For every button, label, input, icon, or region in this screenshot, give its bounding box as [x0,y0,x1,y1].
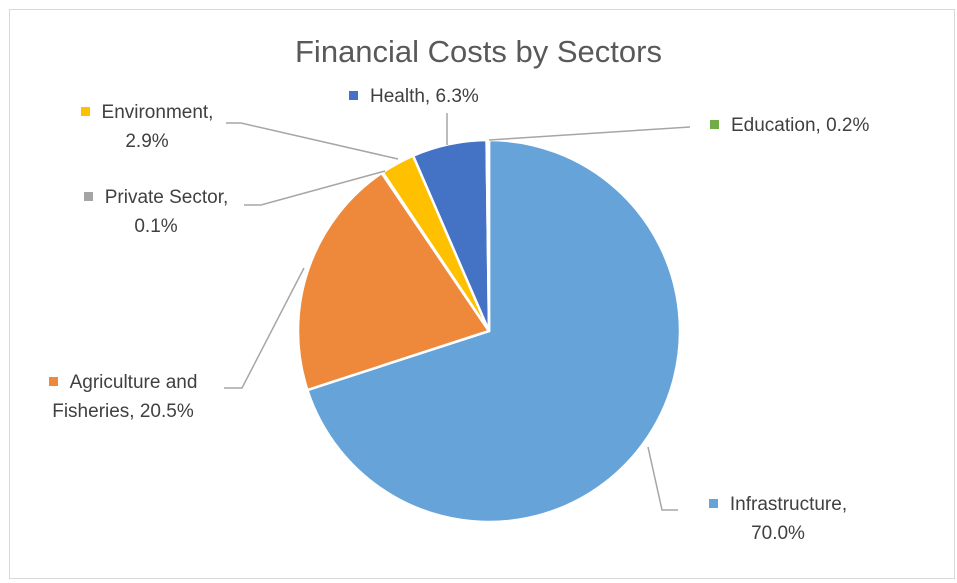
chart-title: Financial Costs by Sectors [295,34,662,69]
leader-line-infrastructure [647,446,678,511]
data-label-health-text: Health, 6.3% [370,86,479,107]
data-label-private-sector-line1: Private Sector, [104,187,229,208]
leader-line-education [488,126,691,141]
data-label-education-text: Education, 0.2% [731,115,870,136]
data-label-private-sector: Private Sector, 0.1% [66,183,246,241]
legend-swatch-education [710,120,719,129]
pie-slice-infrastructure [306,138,682,524]
data-label-private-sector-line2: 0.1% [134,216,178,237]
data-label-education: Education, 0.2% [710,111,869,140]
data-label-environment-line2: 2.9% [125,131,169,152]
legend-swatch-environment [80,107,90,116]
data-label-environment-line1: Environment, [101,102,214,123]
data-label-infrastructure-line1: Infrastructure, [729,494,848,515]
data-label-agriculture-line1: Agriculture and [69,372,198,393]
data-label-agriculture-line2: Fisheries, 20.5% [52,401,194,422]
legend-swatch-health [349,91,358,100]
data-label-agriculture: Agriculture and Fisheries, 20.5% [22,368,224,426]
pie-slice-agriculture-and-fisheries [296,171,491,392]
data-label-infrastructure: Infrastructure, 70.0% [683,490,873,548]
leader-line-agriculture [224,267,305,389]
data-label-health: Health, 6.3% [349,82,479,111]
pie-slice-education [485,138,491,333]
data-label-environment: Environment, 2.9% [62,98,232,156]
legend-swatch-agriculture [48,377,58,386]
legend-swatch-private-sector [83,192,93,201]
leader-line-private-sector [244,170,386,206]
leader-line-environment [226,122,399,160]
legend-swatch-infrastructure [708,499,718,508]
data-label-infrastructure-line2: 70.0% [751,523,805,544]
